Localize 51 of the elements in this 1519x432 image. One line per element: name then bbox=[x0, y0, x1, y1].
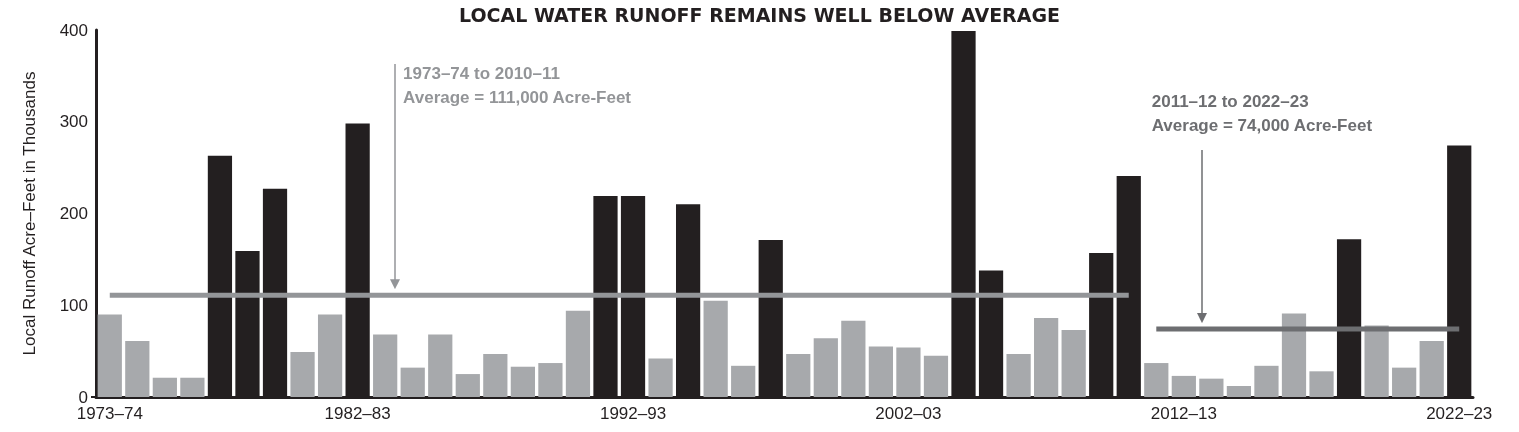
chart-title: LOCAL WATER RUNOFF REMAINS WELL BELOW AVERAGE bbox=[458, 3, 1061, 26]
annotation: 2011–12 to 2022–23 Average = 74,000 Acre-Feet bbox=[1151, 91, 1373, 137]
bar bbox=[731, 365, 756, 397]
bar bbox=[152, 377, 177, 397]
bar bbox=[648, 358, 673, 397]
bar bbox=[923, 355, 949, 397]
y-tick-label: 200 bbox=[59, 204, 88, 223]
bar bbox=[1226, 385, 1252, 397]
bar bbox=[290, 352, 315, 397]
bar bbox=[1419, 341, 1444, 397]
bar bbox=[841, 320, 866, 397]
y-tick-label: 0 bbox=[78, 387, 88, 407]
bar bbox=[1034, 318, 1059, 397]
x-tick-label: 1973–74 bbox=[76, 404, 143, 423]
bar bbox=[1006, 353, 1031, 397]
bar bbox=[125, 341, 150, 397]
bar bbox=[1199, 378, 1224, 397]
x-tick-label: 1992–93 bbox=[599, 404, 667, 423]
bar bbox=[813, 338, 838, 397]
bar bbox=[373, 334, 398, 397]
bar bbox=[1144, 363, 1169, 397]
bar bbox=[483, 353, 508, 397]
bar bbox=[1392, 367, 1417, 397]
bar bbox=[538, 363, 563, 397]
bar bbox=[565, 310, 591, 397]
bar bbox=[1309, 371, 1334, 397]
bar bbox=[1171, 375, 1196, 397]
bar bbox=[510, 366, 535, 397]
bar bbox=[868, 346, 894, 397]
x-tick-label: 1982–83 bbox=[324, 404, 391, 423]
bar bbox=[317, 314, 343, 397]
y-tick-label: 100 bbox=[59, 295, 88, 315]
bar bbox=[180, 377, 205, 397]
y-tick-label: 300 bbox=[59, 112, 88, 132]
bar bbox=[1061, 330, 1086, 397]
x-tick-label: 2002–03 bbox=[875, 404, 942, 423]
bar bbox=[428, 334, 453, 397]
bar bbox=[97, 314, 122, 397]
y-tick-label: 400 bbox=[59, 20, 88, 40]
bar bbox=[786, 353, 811, 397]
bar bbox=[1364, 325, 1389, 397]
bar bbox=[1281, 313, 1307, 397]
y-axis-title: Local Runoff Acre–Feet in Thousands bbox=[20, 71, 39, 356]
x-tick-label: 2012–13 bbox=[1150, 404, 1217, 423]
bar bbox=[400, 367, 425, 397]
bar bbox=[455, 374, 480, 397]
bar bbox=[896, 347, 921, 397]
annotation: 1973–74 to 2010–11 Average = 111,000 Acre-Feet bbox=[403, 63, 632, 109]
bar bbox=[1254, 365, 1279, 397]
x-tick-label: 2022–23 bbox=[1426, 404, 1493, 423]
bar bbox=[703, 300, 728, 397]
